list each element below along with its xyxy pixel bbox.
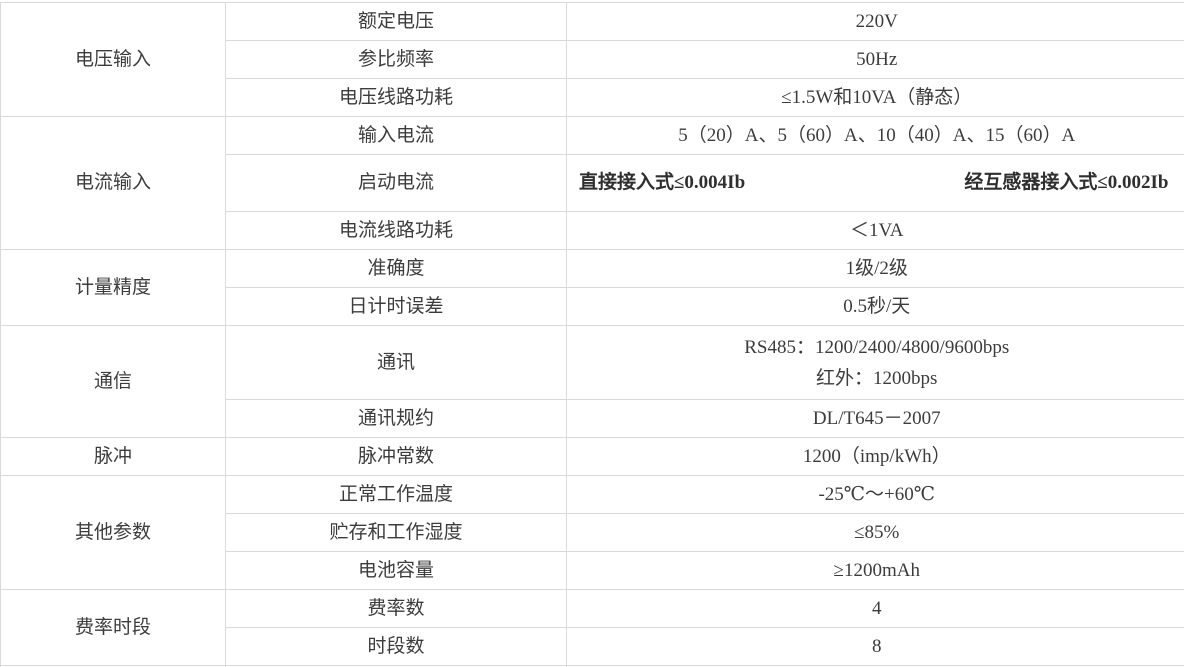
table-row: 电压输入 额定电压 220V xyxy=(0,2,1184,117)
param-communication: 通讯 xyxy=(225,325,567,400)
value-battery-capacity: ≥1200mAh xyxy=(566,551,1184,590)
param-accuracy-class: 准确度 xyxy=(225,249,567,288)
table-row-partial xyxy=(0,665,1184,667)
value-tariff-count: 4 xyxy=(566,589,1184,628)
value-starting-current-direct: 直接接入式≤0.004Ib xyxy=(579,172,746,194)
category-communication: 通信 xyxy=(0,325,226,438)
param-storage-humidity: 贮存和工作湿度 xyxy=(225,513,567,552)
category-pulse: 脉冲 xyxy=(0,437,226,476)
value-time-segment-count: 8 xyxy=(566,627,1184,666)
value-accuracy-class: 1级/2级 xyxy=(566,249,1184,288)
value-communication-protocol: DL/T645－2007 xyxy=(566,399,1184,438)
value-starting-current-transformer: 经互感器接入式≤0.002Ib xyxy=(964,172,1169,194)
value-communication: RS485：1200/2400/4800/9600bps 红外：1200bps xyxy=(566,325,1184,400)
value-daily-timing-error: 0.5秒/天 xyxy=(566,287,1184,326)
param-pulse-constant: 脉冲常数 xyxy=(225,437,567,476)
table-row: 时段数 8 xyxy=(1,627,1184,666)
value-storage-humidity: ≤85% xyxy=(566,513,1184,552)
value-communication-rs485: RS485：1200/2400/4800/9600bps xyxy=(744,336,1010,358)
param-communication-protocol: 通讯规约 xyxy=(225,399,567,438)
category-voltage-input: 电压输入 xyxy=(0,2,226,117)
value-voltage-circuit-power: ≤1.5W和10VA（静态） xyxy=(566,78,1184,117)
table-row: 日计时误差 0.5秒/天 xyxy=(1,287,1184,326)
partial-cell xyxy=(566,665,1184,667)
category-metering-accuracy: 计量精度 xyxy=(0,249,226,326)
category-tariff-periods: 费率时段 xyxy=(0,589,226,666)
category-other-parameters: 其他参数 xyxy=(0,475,226,590)
table-row: 脉冲 脉冲常数 1200（imp/kWh） xyxy=(0,437,1184,476)
param-voltage-circuit-power: 电压线路功耗 xyxy=(225,78,567,117)
param-time-segment-count: 时段数 xyxy=(225,627,567,666)
param-starting-current: 启动电流 xyxy=(225,154,567,212)
value-reference-frequency: 50Hz xyxy=(566,40,1184,79)
param-operating-temperature: 正常工作温度 xyxy=(225,475,567,514)
table-row: 启动电流 直接接入式≤0.004Ib 经互感器接入式≤0.002Ib xyxy=(1,154,1184,212)
value-current-circuit-power: ＜1VA xyxy=(566,211,1184,250)
param-daily-timing-error: 日计时误差 xyxy=(225,287,567,326)
category-current-input: 电流输入 xyxy=(0,116,226,250)
table-row: 电流输入 输入电流 5（20）A、5（60）A、10（40）A、15（60）A xyxy=(0,116,1184,250)
param-reference-frequency: 参比频率 xyxy=(225,40,567,79)
value-operating-temperature: -25℃～+60℃ xyxy=(566,475,1184,514)
table-row: 贮存和工作湿度 ≤85% xyxy=(1,513,1184,552)
value-rated-voltage: 220V xyxy=(566,2,1184,41)
value-communication-infrared: 红外：1200bps xyxy=(816,367,938,389)
table-row: 电压线路功耗 ≤1.5W和10VA（静态） xyxy=(1,78,1184,117)
table-row: 费率时段 费率数 4 xyxy=(0,589,1184,666)
value-pulse-constant: 1200（imp/kWh） xyxy=(566,437,1184,476)
param-tariff-count: 费率数 xyxy=(225,589,567,628)
table-row: 计量精度 准确度 1级/2级 xyxy=(0,249,1184,326)
param-rated-voltage: 额定电压 xyxy=(225,2,567,41)
table-row: 通信 通讯 RS485：1200/2400/4800/9600bps 红外：12… xyxy=(0,325,1184,438)
param-current-circuit-power: 电流线路功耗 xyxy=(225,211,567,250)
table-row: 通讯规约 DL/T645－2007 xyxy=(1,399,1184,438)
param-battery-capacity: 电池容量 xyxy=(225,551,567,590)
value-input-current: 5（20）A、5（60）A、10（40）A、15（60）A xyxy=(566,116,1184,155)
table-row: 其他参数 正常工作温度 -25℃～+60℃ xyxy=(0,475,1184,590)
param-input-current: 输入电流 xyxy=(225,116,567,155)
value-starting-current: 直接接入式≤0.004Ib 经互感器接入式≤0.002Ib xyxy=(566,154,1184,212)
table-row: 电流线路功耗 ＜1VA xyxy=(1,211,1184,250)
